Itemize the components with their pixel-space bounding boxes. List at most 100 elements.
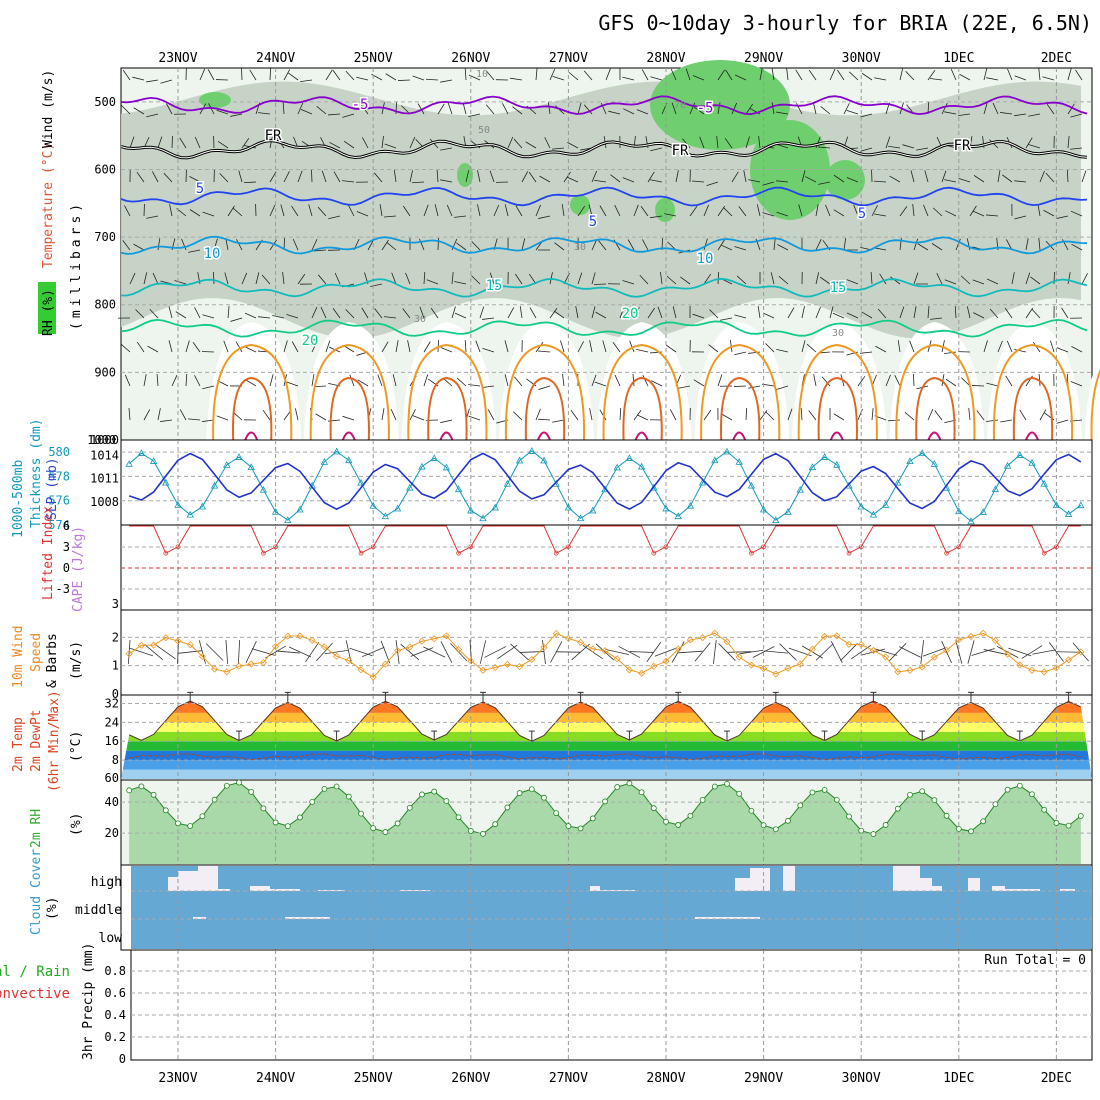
wind-barb xyxy=(454,215,467,218)
contour-label: 20 xyxy=(622,306,639,322)
wind-barb xyxy=(308,204,313,217)
wind-barb xyxy=(315,642,333,662)
wind-barb xyxy=(385,73,397,81)
wind-marker xyxy=(906,666,914,674)
wind-barb xyxy=(618,646,641,658)
wind-barb xyxy=(504,374,509,387)
wind-barb xyxy=(857,375,866,387)
wind-barb xyxy=(622,76,635,81)
wind-barb xyxy=(484,646,507,658)
cloud-bar-high xyxy=(783,866,795,891)
wind-barb xyxy=(477,204,481,217)
wind-barb xyxy=(923,204,929,217)
wind-barb xyxy=(736,275,747,285)
wind-marker xyxy=(723,638,731,646)
cape-label: CAPE (J/kg) xyxy=(71,526,86,612)
wind-barb xyxy=(384,316,397,319)
tick-label: 1000 xyxy=(87,433,116,447)
wind-barb xyxy=(651,380,663,387)
rh-marker xyxy=(333,783,340,790)
wind-marker xyxy=(540,643,548,651)
slp-marker xyxy=(711,456,719,464)
wind-barb xyxy=(1025,272,1031,285)
slp-marker xyxy=(284,516,292,523)
wind-barb xyxy=(887,419,901,422)
cloud-bar-high xyxy=(1060,889,1075,891)
cloud-bar-high xyxy=(1005,889,1040,891)
wind-barb xyxy=(321,170,327,183)
wind-barb xyxy=(773,238,776,251)
wind-marker xyxy=(491,663,499,672)
wind-marker xyxy=(699,634,707,642)
rh-marker xyxy=(724,781,730,787)
date-label-bottom: 30NOV xyxy=(842,1071,881,1086)
li-label: Lifted Index xyxy=(41,506,56,600)
wind-barb xyxy=(1014,180,1027,183)
wind-barb xyxy=(163,172,173,183)
wind-barb xyxy=(513,138,523,149)
temp-band xyxy=(121,731,1092,742)
wind-barb xyxy=(1048,642,1064,662)
precip-frame xyxy=(130,949,1093,1061)
wind-barb xyxy=(528,171,537,183)
wind-barb xyxy=(426,279,439,285)
wind-barb xyxy=(230,113,243,117)
wind-barb xyxy=(402,308,411,319)
wind-barb xyxy=(349,374,355,387)
wind-barb xyxy=(475,340,481,353)
wind-barb xyxy=(436,170,439,183)
slp-markers xyxy=(125,447,1085,525)
precip-label-b: Convective xyxy=(0,986,70,1002)
wind-barb xyxy=(650,215,663,219)
wind-barb xyxy=(636,348,649,353)
rh-contour-label: 50 xyxy=(478,125,490,136)
wind-barb xyxy=(535,68,538,81)
rh-marker xyxy=(785,817,791,824)
wind-barb xyxy=(286,314,299,319)
rh-legend-swatch xyxy=(38,282,56,334)
wind-barb xyxy=(136,172,145,183)
wind-barb xyxy=(801,340,806,353)
slp-marker xyxy=(881,501,890,508)
wind-barb xyxy=(734,314,747,319)
wind-barb xyxy=(973,312,985,319)
wind-barb xyxy=(386,242,397,251)
cloud-bar-high xyxy=(992,886,1005,891)
wind-barb xyxy=(225,640,229,664)
wind-barb xyxy=(989,308,999,319)
wind-barb xyxy=(146,113,159,118)
wind-barb xyxy=(562,374,565,387)
temp-loop xyxy=(700,343,781,441)
cloud-bar-high xyxy=(735,878,750,891)
slp-marker xyxy=(1016,451,1024,458)
dry-bulge xyxy=(303,322,399,440)
tick-label: 0.8 xyxy=(104,964,126,978)
wind-barb xyxy=(708,344,719,353)
wind-barb xyxy=(605,68,611,81)
wind-barb xyxy=(589,408,593,421)
wind-barb xyxy=(440,79,453,83)
wind-marker xyxy=(833,632,841,640)
wind-barb xyxy=(269,67,272,81)
wind-marker xyxy=(455,645,463,653)
wind-barb xyxy=(871,205,878,217)
wind-barb xyxy=(544,137,551,149)
wind-barb xyxy=(848,71,859,81)
wind-barb xyxy=(961,377,971,387)
tick-label: 0.2 xyxy=(104,1030,126,1044)
slp-marker xyxy=(515,456,524,464)
wind-barb xyxy=(941,374,945,387)
wind-barb xyxy=(1002,174,1013,183)
wind-barb xyxy=(471,241,481,251)
slp-marker xyxy=(418,462,426,470)
tick-label: 0.4 xyxy=(104,1008,126,1022)
li-grid xyxy=(121,525,1092,610)
wind-barb xyxy=(194,307,201,319)
wind-barb xyxy=(1031,308,1041,319)
wind-barb xyxy=(860,147,873,152)
wind-barb xyxy=(122,240,131,251)
wind-barb xyxy=(861,311,873,319)
cloud-bar-high xyxy=(270,889,300,891)
wind-barb xyxy=(745,103,754,115)
wind-barb xyxy=(244,312,257,319)
